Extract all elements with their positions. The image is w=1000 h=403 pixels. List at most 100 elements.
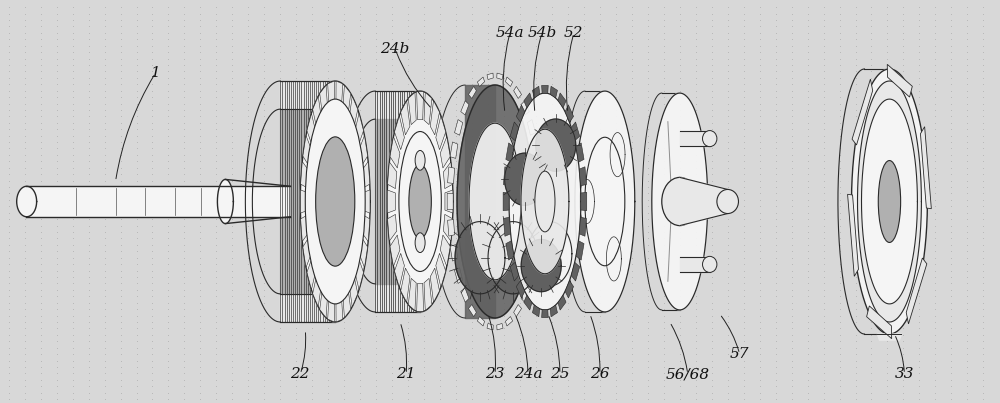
Point [113, 152, 129, 158]
Point [288, 87, 304, 94]
Point [927, 145, 943, 152]
Point [480, 177, 496, 184]
Point [336, 113, 352, 120]
Point [192, 158, 208, 164]
Point [176, 319, 192, 325]
Point [240, 319, 256, 325]
Polygon shape [558, 93, 566, 108]
Point [848, 184, 864, 190]
Point [800, 357, 816, 364]
Point [448, 396, 464, 402]
Point [848, 345, 864, 351]
Point [464, 17, 480, 23]
Point [97, 68, 113, 75]
Point [192, 287, 208, 293]
Point [240, 299, 256, 306]
Point [544, 222, 560, 229]
Point [560, 255, 576, 261]
Point [240, 364, 256, 370]
Point [240, 222, 256, 229]
Point [959, 184, 975, 190]
Point [240, 139, 256, 145]
Point [113, 177, 129, 184]
Point [400, 184, 416, 190]
Point [17, 357, 33, 364]
Point [400, 81, 416, 87]
Point [144, 94, 160, 100]
Point [927, 197, 943, 203]
Point [656, 62, 672, 68]
Point [688, 364, 704, 370]
Point [17, 255, 33, 261]
Point [65, 36, 81, 42]
Point [975, 158, 991, 164]
Point [129, 139, 145, 145]
Point [832, 171, 848, 177]
Point [400, 389, 416, 396]
Point [959, 229, 975, 235]
Point [640, 370, 656, 377]
Point [304, 164, 320, 171]
Point [144, 203, 160, 210]
Point [800, 87, 816, 94]
Point [528, 133, 544, 139]
Point [33, 351, 49, 357]
Point [336, 4, 352, 10]
Point [608, 17, 624, 23]
Point [752, 242, 768, 248]
Point [496, 280, 512, 287]
Point [800, 338, 816, 345]
Point [608, 280, 624, 287]
Point [720, 351, 736, 357]
Point [943, 332, 959, 338]
Point [512, 190, 528, 197]
Point [368, 255, 384, 261]
Point [33, 396, 49, 402]
Point [320, 177, 336, 184]
Point [784, 210, 800, 216]
Point [672, 274, 688, 280]
Point [208, 75, 224, 81]
Point [224, 242, 240, 248]
Point [320, 203, 336, 210]
Point [400, 312, 416, 319]
Point [113, 274, 129, 280]
Point [480, 133, 496, 139]
Point [81, 23, 97, 30]
Point [129, 94, 145, 100]
Point [1, 319, 17, 325]
Point [959, 216, 975, 222]
Point [81, 255, 97, 261]
Point [368, 171, 384, 177]
Point [81, 68, 97, 75]
Point [272, 325, 288, 332]
Point [608, 133, 624, 139]
Point [304, 287, 320, 293]
Point [608, 190, 624, 197]
Point [784, 29, 800, 36]
Point [192, 133, 208, 139]
Point [656, 210, 672, 216]
Point [736, 345, 752, 351]
Point [640, 4, 656, 10]
Point [384, 126, 400, 133]
Point [528, 100, 544, 107]
Point [800, 145, 816, 152]
Point [400, 164, 416, 171]
Point [608, 4, 624, 10]
Point [33, 325, 49, 332]
Point [288, 338, 304, 345]
Polygon shape [320, 283, 328, 318]
Point [768, 100, 784, 107]
Point [848, 389, 864, 396]
Point [448, 81, 464, 87]
Point [911, 68, 927, 75]
Point [368, 49, 384, 55]
Point [911, 55, 927, 62]
Point [975, 62, 991, 68]
Point [592, 75, 608, 81]
Point [81, 145, 97, 152]
Point [496, 345, 512, 351]
Point [160, 145, 176, 152]
Point [416, 197, 432, 203]
